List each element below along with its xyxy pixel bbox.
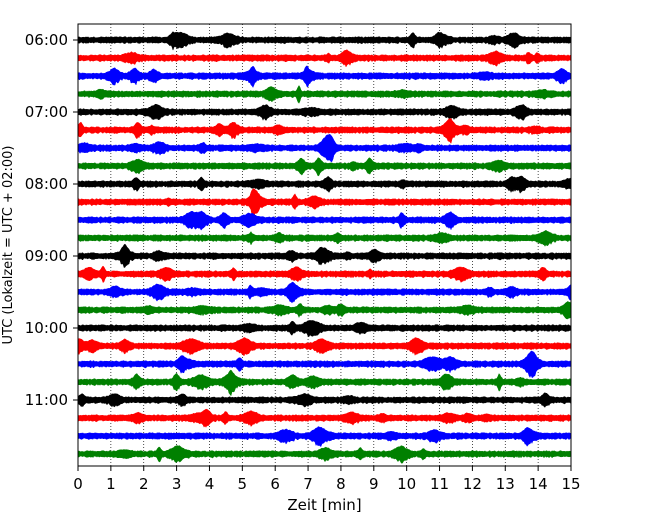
y-axis-label: UTC (Lokalzeit = UTC + 02:00) — [1, 146, 16, 345]
y-tick-label: 09:00 — [25, 247, 68, 265]
x-ticks: 0 1 2 3 4 5 6 7 8 9 10 11 12 13 14 15 — [73, 466, 581, 493]
y-ticks: 06:00 07:00 08:00 09:00 10:00 11:00 — [25, 31, 78, 409]
x-tick-label: 5 — [238, 475, 248, 493]
plot-area — [78, 24, 571, 466]
y-tick-label: 07:00 — [25, 103, 68, 121]
x-tick-label: 4 — [205, 475, 215, 493]
plot-border — [77, 23, 572, 467]
y-tick-label: 10:00 — [25, 319, 68, 337]
x-tick-label: 6 — [270, 475, 280, 493]
x-tick-label: 10 — [397, 475, 416, 493]
traces — [77, 31, 572, 464]
x-tick-label: 2 — [139, 475, 149, 493]
x-tick-label: 8 — [336, 475, 346, 493]
y-tick-label: 08:00 — [25, 175, 68, 193]
y-tick-label: 06:00 — [25, 31, 68, 49]
x-tick-label: 12 — [463, 475, 482, 493]
x-tick-label: 14 — [529, 475, 548, 493]
x-tick-label: 15 — [561, 475, 580, 493]
x-tick-label: 0 — [73, 475, 83, 493]
x-tick-label: 1 — [106, 475, 116, 493]
x-axis-label: Zeit [min] — [287, 496, 361, 514]
y-tick-label: 11:00 — [25, 391, 68, 409]
x-tick-label: 7 — [303, 475, 313, 493]
x-tick-label: 3 — [172, 475, 182, 493]
x-tick-label: 11 — [430, 475, 449, 493]
x-tick-label: 13 — [496, 475, 515, 493]
x-tick-label: 9 — [369, 475, 379, 493]
